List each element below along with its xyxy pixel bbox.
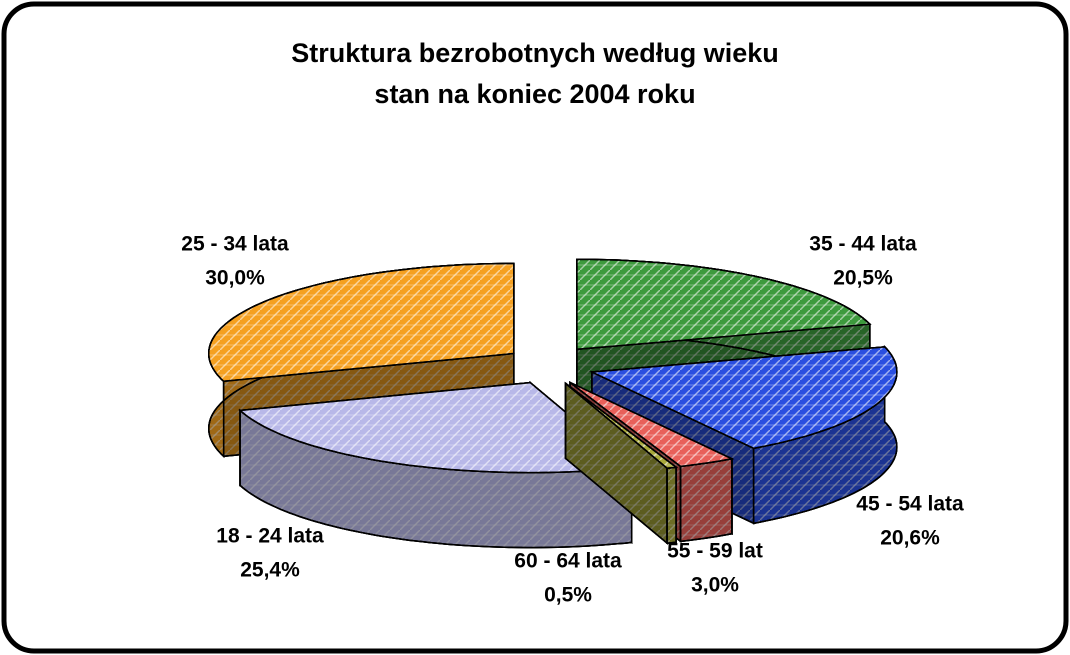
slice-shade <box>238 381 634 474</box>
data-label: 45 - 54 lata <box>856 493 964 516</box>
data-label: 60 - 64 lata <box>514 550 622 573</box>
data-label: 25 - 34 lata <box>181 233 289 256</box>
slice-shade <box>208 262 515 383</box>
slice-shade <box>569 381 735 468</box>
slice-shade <box>565 382 679 469</box>
data-label: 18 - 24 lata <box>216 525 324 548</box>
slice-shade <box>589 346 898 450</box>
chart-title: Struktura bezrobotnych według wieku <box>291 38 779 68</box>
slice <box>564 381 679 545</box>
data-label: 20,5% <box>833 267 893 290</box>
data-label: 55 - 59 lat <box>667 540 763 563</box>
data-label: 20,6% <box>880 527 940 550</box>
slice-shade <box>679 457 733 543</box>
slice-shade <box>666 466 677 545</box>
data-label: 0,5% <box>544 584 592 607</box>
data-label: 25,4% <box>240 559 300 582</box>
data-label: 3,0% <box>691 574 739 597</box>
chart-title: stan na koniec 2004 roku <box>374 79 695 109</box>
data-label: 35 - 44 lata <box>809 233 917 256</box>
slice-shade <box>576 258 872 351</box>
slice <box>238 380 634 549</box>
data-label: 30,0% <box>205 267 265 290</box>
